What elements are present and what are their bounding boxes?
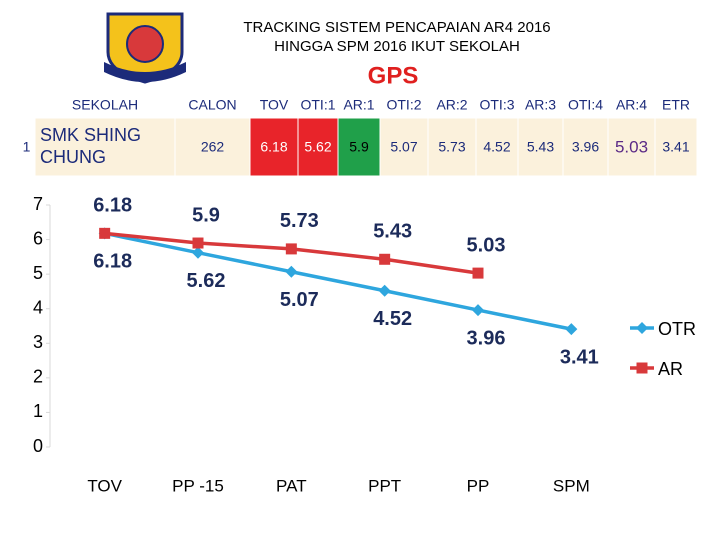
y-tick-label: 5 (33, 263, 43, 283)
table-cell-text: 3.96 (572, 139, 599, 155)
data-label: 3.96 (467, 327, 506, 349)
point-marker (472, 267, 484, 279)
table-cell-text: 3.41 (662, 139, 689, 155)
school-name: SMK SHING CHUNG (40, 125, 141, 167)
data-label: 6.18 (93, 195, 132, 217)
x-tick-label: PP (467, 476, 490, 495)
chart: 0 1 2 3 4 5 6 7 TOV PP -15 PAT PPT PP SPM 6.18 5.62 5.07… (33, 194, 696, 496)
x-tick-label: TOV (87, 476, 122, 495)
header-cell: OTI:3 (479, 97, 514, 113)
data-label: 6.18 (93, 251, 132, 273)
point-marker (378, 284, 391, 297)
table-cell-text: 5.73 (438, 139, 465, 155)
point-marker (192, 246, 204, 259)
logo-emblem (126, 25, 164, 63)
data-label: 5.07 (280, 289, 319, 311)
table-cell (249, 117, 299, 177)
x-tick-label: PAT (276, 476, 307, 495)
table-cell-text: 5.62 (304, 139, 331, 155)
header-cell: CALON (188, 97, 236, 113)
y-tick-label: 4 (33, 297, 43, 317)
table-cell (379, 117, 429, 177)
data-label: 3.41 (560, 346, 599, 368)
table-cell (562, 117, 609, 177)
data-label: 5.62 (187, 270, 226, 292)
subtitle: GPS (368, 62, 419, 89)
table-cell-text: 5.07 (390, 139, 417, 155)
y-tick-label: 1 (33, 401, 43, 421)
title-line: HINGGA SPM 2016 IKUT SEKOLAH (274, 38, 520, 55)
table-cell-text: 1 (23, 139, 31, 155)
legend-label: AR (658, 359, 683, 379)
point-marker (192, 237, 204, 249)
y-tick-label: 7 (33, 194, 43, 214)
point-marker (472, 304, 484, 317)
y-tick-label: 2 (33, 367, 43, 387)
table-cell-text: 262 (201, 139, 225, 155)
point-marker (285, 243, 297, 255)
y-tick-label: 6 (33, 228, 43, 248)
x-tick-label: PP -15 (172, 476, 224, 495)
table-header-row (18, 94, 697, 118)
table-cell-text: 5.43 (527, 139, 554, 155)
logo (104, 12, 186, 84)
header-cell: TOV (260, 97, 289, 113)
point-marker (565, 323, 578, 336)
table-cell (607, 117, 656, 177)
point-marker (285, 265, 298, 278)
table-cell (337, 117, 381, 177)
table-cell (34, 117, 176, 177)
logo-ribbon (104, 62, 186, 82)
table-cell (654, 117, 698, 177)
header-cell: AR:3 (525, 97, 556, 113)
y-tick-label: 0 (33, 436, 43, 456)
title-line: TRACKING SISTEM PENCAPAIAN AR4 2016 (243, 19, 550, 36)
legend-marker (636, 362, 648, 374)
x-tick-label: SPM (553, 476, 590, 495)
header-cell: OTI:2 (386, 97, 421, 113)
data-label: 5.9 (192, 204, 220, 226)
x-tick-label: PPT (368, 476, 401, 495)
data-label: 4.52 (373, 308, 412, 330)
y-tick-label: 3 (33, 332, 43, 352)
header-cell: SEKOLAH (72, 97, 138, 113)
header-cell: OTI:1 (300, 97, 335, 113)
table-cell-text: 5.9 (349, 139, 369, 155)
data-label: 5.03 (467, 234, 506, 256)
table-cell (427, 117, 477, 177)
legend-marker (636, 322, 648, 334)
table-cell-text: 5.03 (615, 137, 648, 156)
table-cell (297, 117, 339, 177)
header-cell: AR:2 (436, 97, 467, 113)
table-cell (174, 117, 251, 177)
header-cell: OTI:4 (568, 97, 603, 113)
series-line (104, 231, 572, 331)
legend-label: OTR (658, 319, 696, 339)
data-label: 5.43 (373, 221, 412, 243)
data-label: 5.73 (280, 210, 319, 232)
table: SEKOLAH CALON TOV OTI:1 AR:1 OTI:2 AR:2 OTI:3 AR… (17, 94, 698, 177)
header-cell: AR:1 (343, 97, 374, 113)
point-marker (379, 253, 391, 265)
header-cell: ETR (662, 97, 690, 113)
point-marker (99, 227, 111, 239)
table-cell (517, 117, 564, 177)
table-cell-text: 6.18 (260, 139, 287, 155)
header-cell: AR:4 (616, 97, 647, 113)
table-cell-text: 4.52 (483, 139, 510, 155)
